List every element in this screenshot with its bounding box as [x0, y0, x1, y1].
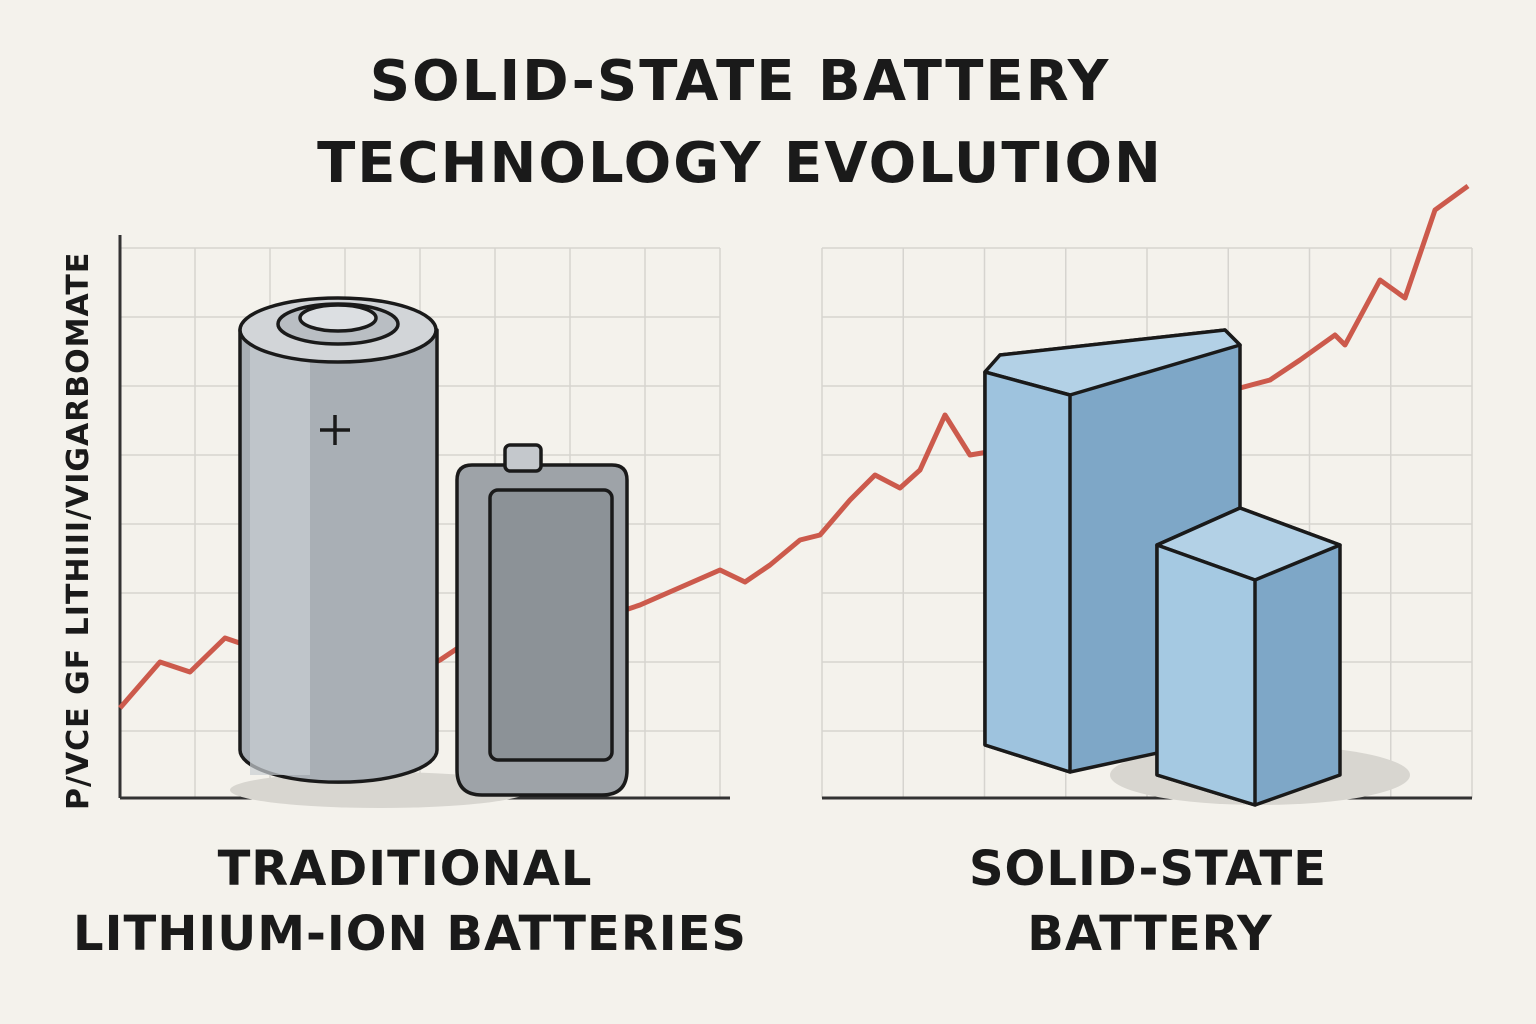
title-line: SOLID-STATE BATTERY — [370, 49, 1111, 114]
panel-label: TRADITIONAL — [218, 841, 593, 897]
cylinder-battery — [238, 296, 439, 784]
title-line: TECHNOLOGY EVOLUTION — [317, 131, 1163, 196]
y-axis-label: P/VCE GF LITHIII/VIGARBOMATE — [61, 252, 96, 810]
prismatic-battery — [455, 443, 629, 797]
solid-state-block — [1155, 506, 1342, 807]
panel-label: BATTERY — [1027, 906, 1273, 962]
panel-label: SOLID-STATE — [969, 841, 1327, 897]
panel-label: LITHIUM-ION BATTERIES — [73, 906, 747, 962]
